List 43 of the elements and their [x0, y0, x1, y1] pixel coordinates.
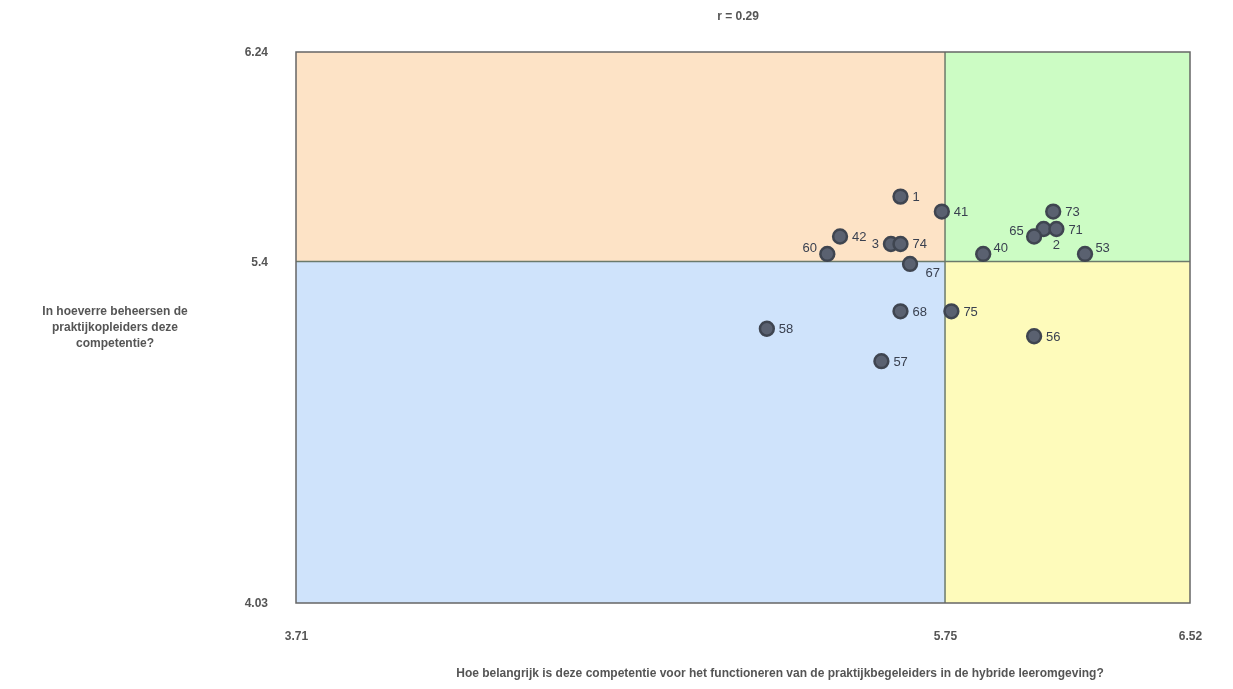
point — [819, 245, 836, 263]
point — [892, 303, 909, 320]
point — [975, 245, 992, 263]
y-tick-label: 5.4 — [251, 254, 269, 269]
y-tick-label: 6.24 — [244, 45, 269, 60]
annotation: 53 — [1095, 240, 1110, 256]
point — [1025, 328, 1043, 345]
point — [892, 188, 909, 205]
annotation: 67 — [925, 265, 941, 281]
annotation: 71 — [1068, 221, 1083, 237]
annotation: 40 — [993, 240, 1009, 256]
x-tick-label: 3.71 — [284, 628, 309, 643]
point — [892, 235, 909, 253]
annotation: 57 — [893, 353, 908, 369]
point — [1048, 220, 1065, 238]
annotation: 2 — [1052, 237, 1060, 253]
annotation: 75 — [963, 303, 978, 319]
annotation: 65 — [1009, 223, 1024, 238]
x-axis-title: Hoe belangrijk is deze competentie voor het functioneren van de praktijkbegeleiders in de hybride leeromgeving? — [456, 666, 1104, 680]
point — [758, 320, 776, 337]
annotation: 74 — [912, 236, 927, 252]
y-tick-label: 4.03 — [244, 596, 269, 611]
point — [1076, 245, 1094, 263]
point — [873, 353, 890, 370]
point — [1025, 228, 1043, 245]
annotation: 1 — [912, 189, 920, 205]
annotation: 60 — [802, 240, 817, 256]
point — [1045, 203, 1062, 220]
annotation: 3 — [871, 236, 879, 252]
chart-title: r = 0.29 — [717, 9, 760, 23]
point — [933, 203, 950, 220]
annotation: 73 — [1065, 204, 1080, 220]
annotation: 58 — [778, 321, 794, 337]
annotation: 68 — [912, 303, 927, 319]
y-axis-title: In hoeverre beheersen de praktijkopleiders deze competentie? — [42, 304, 189, 350]
point — [943, 303, 960, 320]
annotation: 41 — [953, 204, 969, 220]
annotation: 56 — [1046, 328, 1061, 344]
x-tick-label: 5.75 — [933, 628, 958, 643]
x-tick-label: 6.52 — [1178, 628, 1203, 643]
point — [901, 255, 919, 273]
annotation: 42 — [852, 229, 867, 244]
point — [831, 228, 849, 245]
